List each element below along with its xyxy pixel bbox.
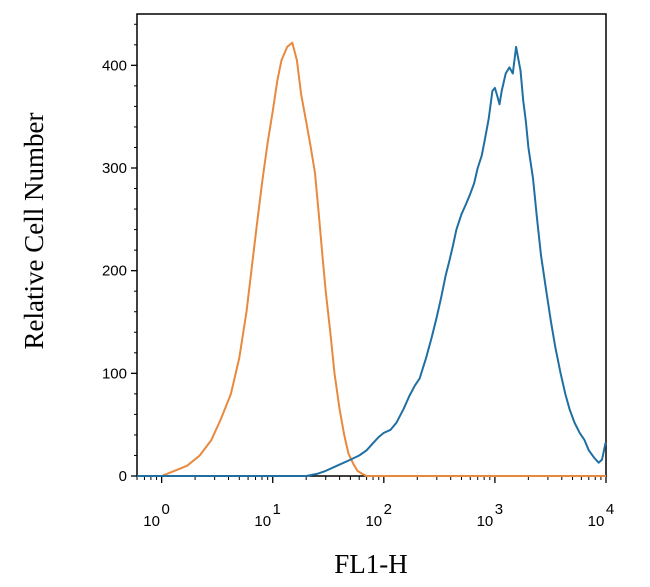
x-tick-label: 10 xyxy=(477,513,494,530)
y-axis-title: Relative Cell Number xyxy=(19,113,49,350)
x-axis-title: FL1-H xyxy=(334,549,408,579)
y-tick-label: 200 xyxy=(102,263,127,280)
x-tick-exponent: 0 xyxy=(161,501,169,518)
x-axis xyxy=(136,476,607,483)
x-tick-label: 10 xyxy=(143,513,160,530)
y-tick-label: 300 xyxy=(102,160,127,177)
x-tick-exponent: 1 xyxy=(273,501,281,518)
y-tick-label: 100 xyxy=(102,365,127,382)
y-tick-label: 0 xyxy=(119,468,127,485)
x-tick-exponent: 4 xyxy=(606,501,614,518)
series-line-1 xyxy=(137,41,606,477)
plot-frame xyxy=(136,13,607,477)
x-tick-label: 10 xyxy=(365,513,382,530)
x-tick-exponent: 3 xyxy=(495,501,503,518)
y-tick-label: 400 xyxy=(102,57,127,74)
y-tick-labels: 0 100 200 300 400 xyxy=(102,57,127,485)
series-layer xyxy=(137,41,607,477)
x-tick-label: 10 xyxy=(588,513,605,530)
series-line-2 xyxy=(137,45,607,477)
x-tick-exponent: 2 xyxy=(384,501,392,518)
x-tick-label: 10 xyxy=(254,513,271,530)
y-axis xyxy=(131,23,137,477)
